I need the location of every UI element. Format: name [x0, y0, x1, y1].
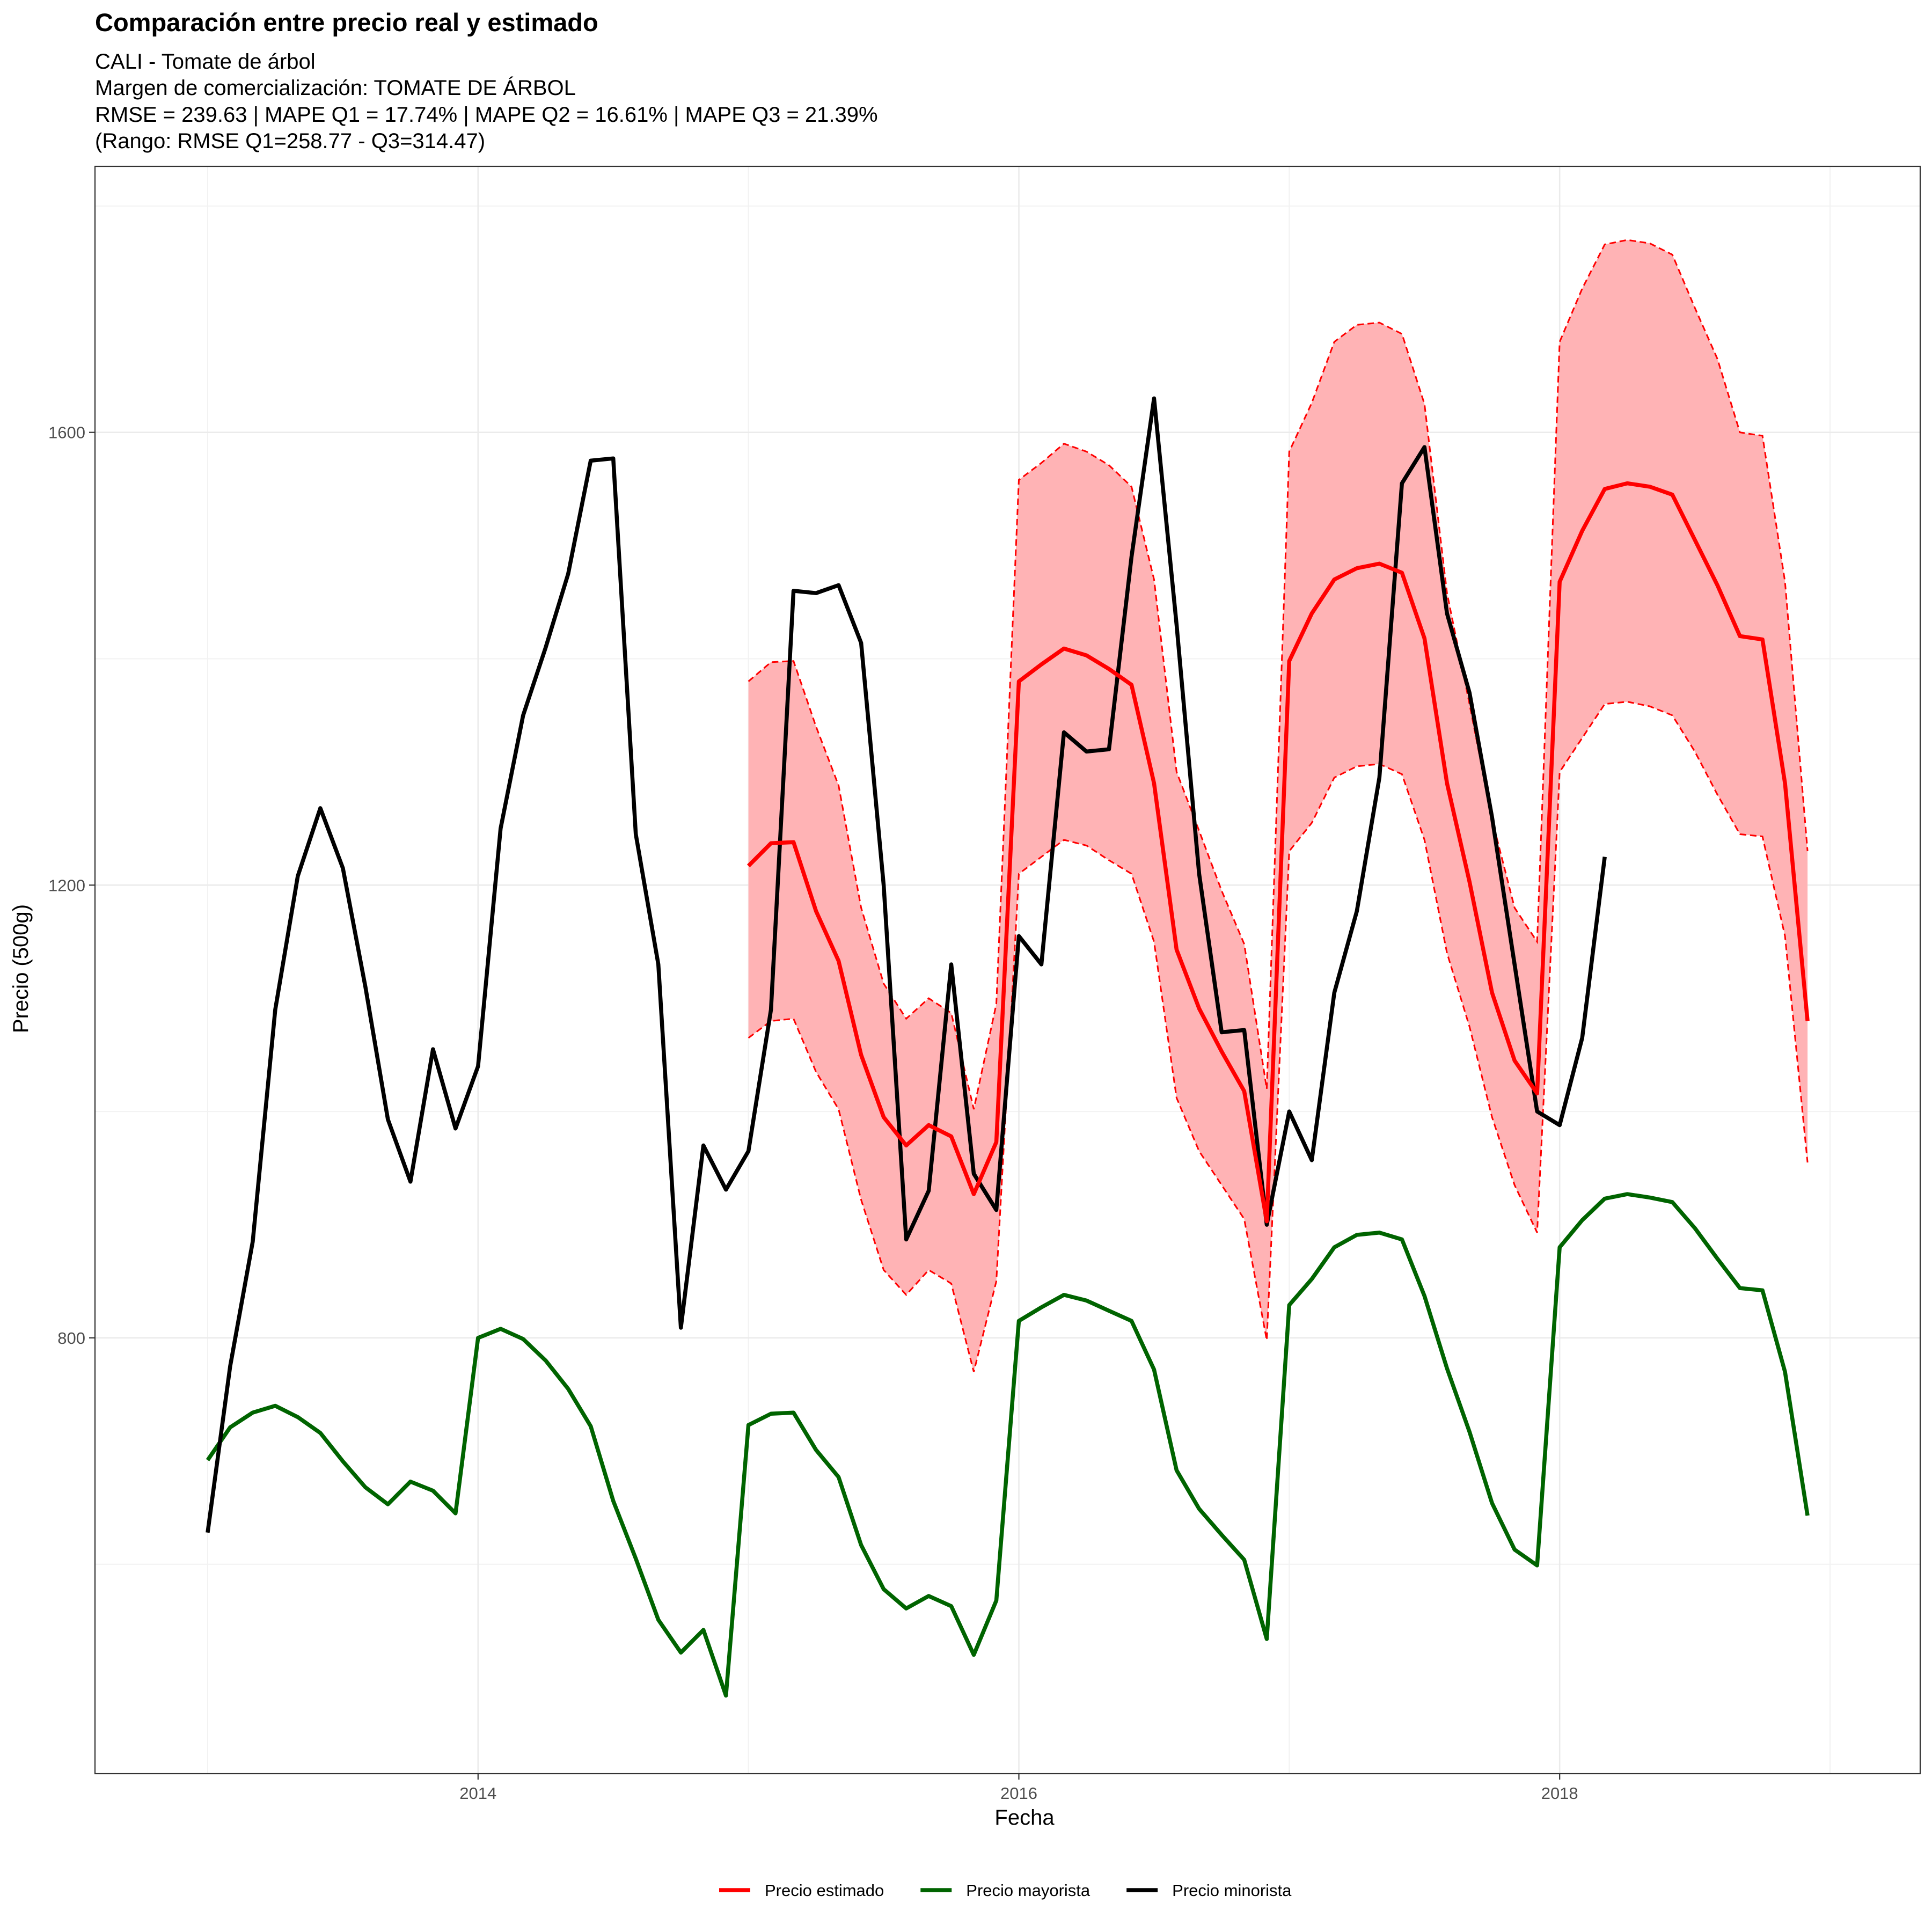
chart-title: Comparación entre precio real y estimado [95, 8, 598, 36]
y-tick-label: 800 [57, 1329, 85, 1348]
line-precio-estimado [747, 481, 1810, 1224]
y-axis: 800 1200 1600 [48, 423, 95, 1348]
legend-item-precio-minorista: Precio minorista [1126, 1881, 1292, 1900]
line-precio-minorista [206, 396, 1607, 1533]
x-tick-label: 2018 [1541, 1784, 1578, 1803]
x-tick-label: 2014 [459, 1784, 496, 1803]
chart-subtitle-line-1: CALI - Tomate de árbol [95, 50, 316, 74]
series-lines [206, 396, 1810, 1698]
x-axis: 2014 2016 2018 [459, 1774, 1578, 1803]
plot-panel-border [94, 165, 1921, 1775]
legend: Precio estimado Precio mayorista Precio mi… [719, 1881, 1292, 1900]
y-axis-label: Precio (500g) [9, 904, 33, 1033]
x-tick-label: 2016 [1000, 1784, 1037, 1803]
x-axis-label: Fecha [994, 1806, 1055, 1829]
legend-item-precio-mayorista: Precio mayorista [920, 1881, 1091, 1900]
legend-item-precio-estimado: Precio estimado [719, 1881, 884, 1900]
estimate-lower-dashed-line [748, 701, 1809, 1372]
chart-subtitle-line-4: (Rango: RMSE Q1=258.77 - Q3=314.47) [95, 129, 485, 153]
legend-label-precio-mayorista: Precio mayorista [966, 1881, 1091, 1900]
estimate-band-fill [748, 240, 1808, 1372]
chart-subtitle-line-2: Margen de comercialización: TOMATE DE ÁR… [95, 76, 576, 100]
estimate-range-band [748, 239, 1809, 1372]
estimate-upper-dashed-line [748, 239, 1809, 1110]
line-precio-mayorista [206, 1192, 1810, 1698]
legend-label-precio-minorista: Precio minorista [1172, 1881, 1292, 1900]
legend-label-precio-estimado: Precio estimado [765, 1881, 884, 1900]
y-tick-label: 1600 [48, 423, 85, 442]
minor-gridlines [95, 166, 1920, 1774]
chart-subtitle-line-3: RMSE = 239.63 | MAPE Q1 = 17.74% | MAPE … [95, 103, 878, 127]
y-tick-label: 1200 [48, 876, 85, 895]
